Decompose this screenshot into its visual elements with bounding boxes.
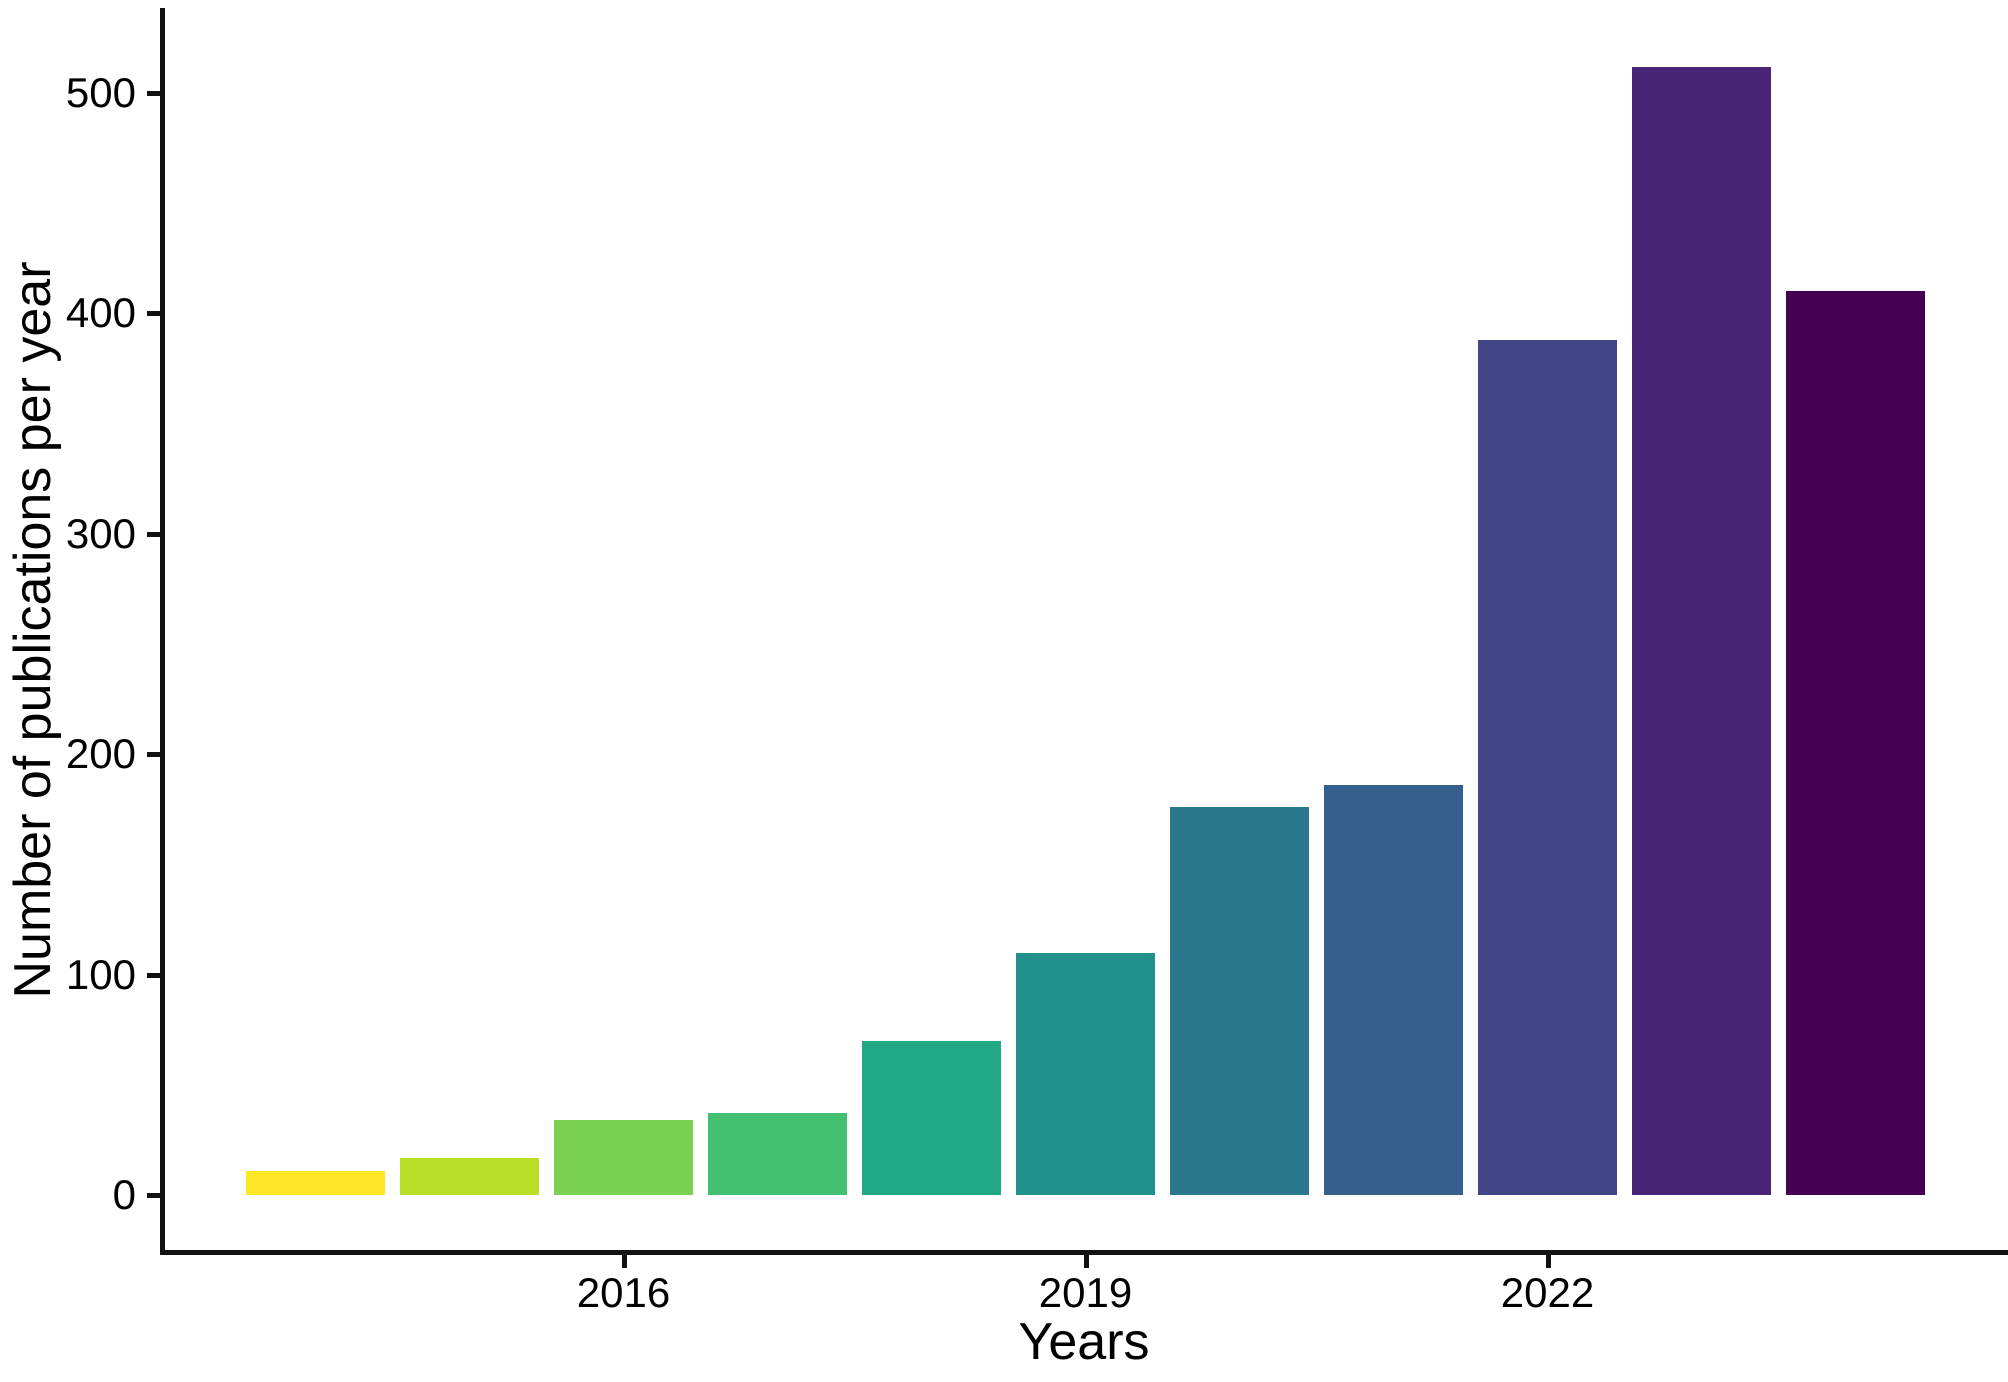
x-tick-label-2019: 2019 (1038, 1269, 1133, 1316)
y-tick-200 (147, 752, 160, 758)
x-tick-2019 (1083, 1255, 1089, 1268)
bar-2023 (1632, 66, 1771, 1195)
y-tick-label-300: 300 (65, 509, 136, 557)
bar-2024 (1786, 291, 1925, 1195)
y-tick-400 (147, 311, 160, 317)
bar-2016 (554, 1120, 693, 1195)
y-tick-label-100: 100 (65, 950, 136, 998)
bar-2020 (1170, 807, 1309, 1195)
y-tick-0 (147, 1193, 160, 1198)
y-tick-100 (147, 972, 160, 978)
bar-2021 (1324, 785, 1463, 1195)
y-tick-label-200: 200 (65, 730, 136, 778)
bar-2018 (862, 1040, 1001, 1195)
bar-2015 (400, 1157, 539, 1195)
x-axis-line (160, 1250, 2008, 1255)
bar-2019 (1016, 952, 1155, 1195)
x-tick-2022 (1545, 1255, 1551, 1268)
y-axis-line (160, 8, 165, 1255)
y-axis-title: Number of publications per year (4, 261, 62, 999)
y-tick-300 (147, 531, 160, 537)
x-tick-label-2016: 2016 (576, 1269, 671, 1316)
y-tick-label-400: 400 (65, 289, 136, 337)
bar-2014 (246, 1170, 385, 1195)
x-tick-2016 (621, 1255, 627, 1268)
y-tick-500 (147, 91, 160, 96)
x-tick-label-2022: 2022 (1500, 1269, 1595, 1316)
bar-2017 (708, 1113, 847, 1195)
x-axis-title: Years (1018, 1313, 1150, 1371)
y-tick-label-0: 0 (112, 1171, 136, 1218)
y-tick-label-500: 500 (65, 69, 136, 116)
bar-2022 (1478, 339, 1617, 1195)
